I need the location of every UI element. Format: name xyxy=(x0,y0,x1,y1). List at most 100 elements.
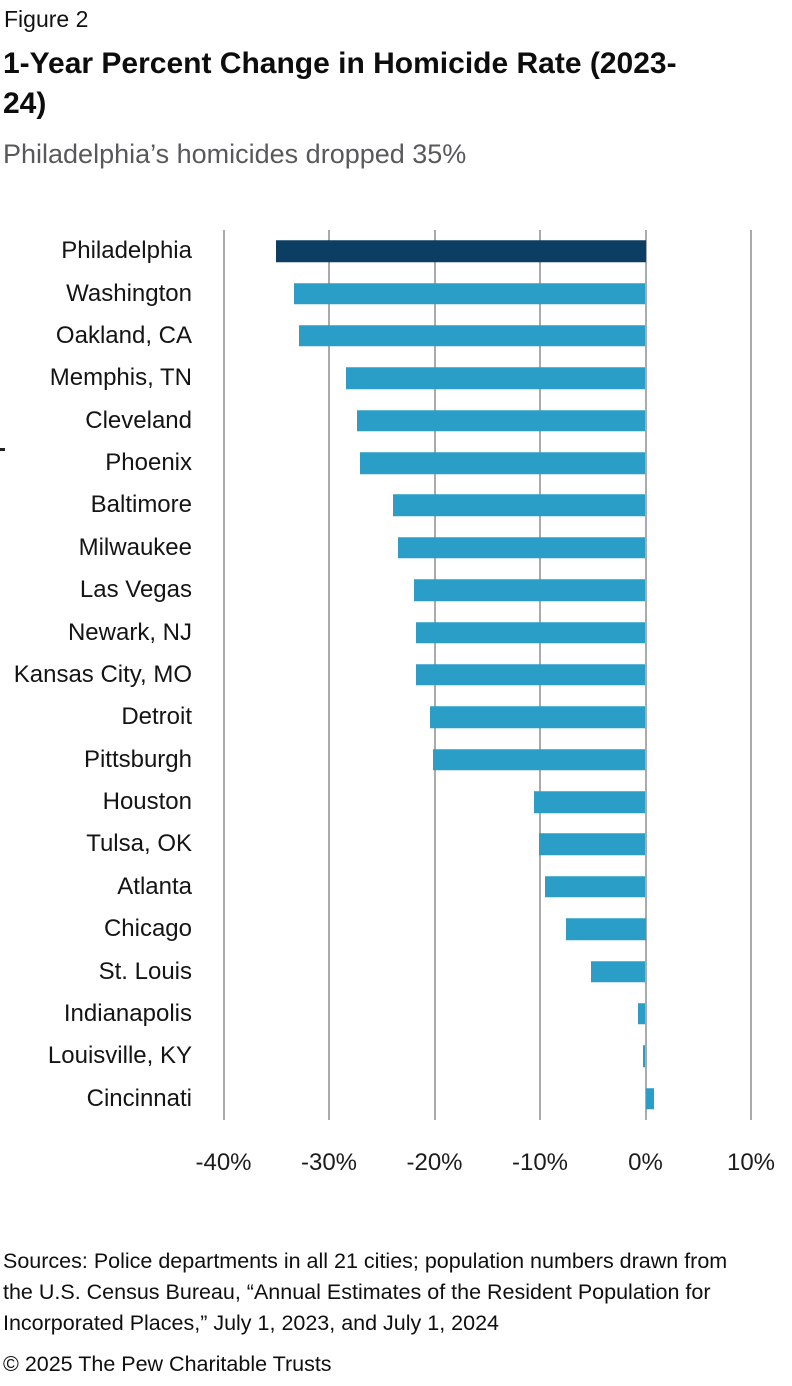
bar xyxy=(393,494,646,517)
bar-zone xyxy=(205,654,792,696)
category-label: Chicago xyxy=(103,915,192,943)
bar xyxy=(590,960,646,983)
category-label: Kansas City, MO xyxy=(13,660,192,688)
bar-row: Las Vegas xyxy=(0,569,792,611)
category-label: Oakland, CA xyxy=(55,321,192,349)
bar-row: Newark, NJ xyxy=(0,611,792,653)
bar-row: Chicago xyxy=(0,908,792,950)
bar-zone xyxy=(205,993,792,1035)
bar-zone xyxy=(205,739,792,781)
x-axis-tick-label: 10% xyxy=(726,1149,776,1176)
bar xyxy=(299,325,646,347)
gridline xyxy=(222,230,225,1120)
gridline xyxy=(750,230,752,1120)
category-label: Pittsburgh xyxy=(83,745,192,773)
sources-line: Incorporated Places,” July 1, 2023, and … xyxy=(3,1311,500,1335)
gridline xyxy=(328,230,330,1120)
bar-zone xyxy=(205,823,792,865)
bar-row: Kansas City, MO xyxy=(0,654,792,696)
bar xyxy=(638,1003,646,1025)
bar xyxy=(645,1087,654,1110)
figure-label: Figure 2 xyxy=(4,6,89,32)
bar-zone xyxy=(205,442,792,484)
bar xyxy=(415,664,646,686)
bar xyxy=(538,833,646,856)
bar xyxy=(414,579,646,601)
x-axis-tick-label: -30% xyxy=(300,1149,358,1176)
x-axis: -40% -30% -20% -10% 0% 10% xyxy=(195,1146,792,1182)
bar-zone xyxy=(205,866,792,908)
bar xyxy=(533,791,646,813)
bar-row: Louisville, KY xyxy=(0,1035,792,1077)
bar xyxy=(566,918,646,940)
bar-zone xyxy=(205,1035,792,1077)
category-label: Indianapolis xyxy=(63,999,192,1027)
x-axis-tick-label: -40% xyxy=(195,1149,252,1176)
bar-zone xyxy=(205,1078,792,1120)
category-label: Washington xyxy=(66,279,192,307)
bar xyxy=(397,537,646,559)
bar-highlight xyxy=(276,240,646,262)
sources-line: the U.S. Census Bureau, “Annual Estimate… xyxy=(3,1280,711,1304)
bar-row: Phoenix xyxy=(0,442,792,484)
bar-zone xyxy=(205,569,792,611)
bar-row: Baltimore xyxy=(0,484,792,526)
bar-chart: Philadelphia Washington Oakland, CA Memphis… xyxy=(0,230,792,1120)
bar xyxy=(643,1045,646,1068)
bar-row: Milwaukee xyxy=(0,527,792,569)
bar-row: Pittsburgh xyxy=(0,739,792,781)
gridline xyxy=(644,230,647,1120)
sources-note: Sources: Police departments in all 21 ci… xyxy=(3,1246,791,1339)
bar-zone xyxy=(205,484,792,526)
bar-zone xyxy=(205,527,792,569)
category-label: Memphis, TN xyxy=(49,364,192,392)
category-label: Milwaukee xyxy=(78,533,192,561)
bar xyxy=(345,367,646,390)
bar-zone xyxy=(205,908,792,950)
bar xyxy=(433,748,646,771)
bar-zone xyxy=(205,315,792,357)
bar-zone xyxy=(205,781,792,823)
bar-row: Atlanta xyxy=(0,866,792,908)
bar-row: Cincinnati xyxy=(0,1078,792,1120)
category-label: St. Louis xyxy=(98,957,192,985)
bar-rows: Philadelphia Washington Oakland, CA Memphis… xyxy=(0,230,792,1120)
bar-row: Philadelphia xyxy=(0,230,792,272)
bar-row: Detroit xyxy=(0,696,792,738)
category-label: Atlanta xyxy=(117,872,192,900)
category-label: Baltimore xyxy=(90,491,192,519)
bar-row: Memphis, TN xyxy=(0,357,792,399)
bar-row: Tulsa, OK xyxy=(0,823,792,865)
bar xyxy=(294,282,646,305)
bar-zone xyxy=(205,400,792,442)
category-label: Detroit xyxy=(121,703,192,731)
bar-zone xyxy=(205,696,792,738)
x-axis-tick-label: -10% xyxy=(511,1149,569,1176)
bar-row: Houston xyxy=(0,781,792,823)
bar-zone xyxy=(205,611,792,653)
bar xyxy=(430,706,646,729)
category-label: Philadelphia xyxy=(61,237,192,265)
category-label: Las Vegas xyxy=(79,576,192,604)
category-label: Newark, NJ xyxy=(67,618,192,646)
chart-subtitle: Philadelphia’s homicides dropped 35% xyxy=(3,139,467,169)
bar-row: Oakland, CA xyxy=(0,315,792,357)
category-label: Houston xyxy=(102,788,192,816)
left-edge-artifact xyxy=(0,448,5,451)
category-label: Louisville, KY xyxy=(47,1042,192,1070)
x-axis-tick-label: 0% xyxy=(628,1149,663,1176)
bar-row: Cleveland xyxy=(0,400,792,442)
bar xyxy=(415,621,646,644)
category-label: Cincinnati xyxy=(86,1084,192,1112)
bar xyxy=(357,409,646,432)
chart-title: 1-Year Percent Change in Homicide Rate (… xyxy=(3,47,677,120)
bar xyxy=(545,876,646,898)
bar-zone xyxy=(205,230,792,272)
copyright-note: © 2025 The Pew Charitable Trusts xyxy=(3,1352,332,1376)
x-axis-tick-label: -20% xyxy=(406,1149,463,1176)
bar-zone xyxy=(205,950,792,992)
category-label: Phoenix xyxy=(105,449,192,477)
bar-row: St. Louis xyxy=(0,950,792,992)
bar-row: Indianapolis xyxy=(0,993,792,1035)
